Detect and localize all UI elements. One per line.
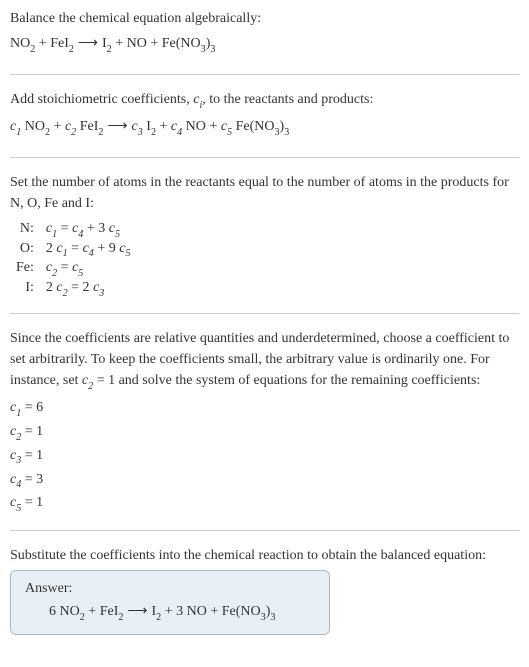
table-row: I: 2 c2 = 2 c3 bbox=[10, 279, 137, 299]
plus: + bbox=[85, 604, 100, 619]
species-feno33: Fe(NO3)3 bbox=[236, 119, 290, 134]
atom-eq-o: 2 c1 = c4 + 9 c5 bbox=[40, 240, 137, 260]
species-i2: I2 bbox=[146, 119, 156, 134]
coef-value: c1 = 6 bbox=[10, 397, 519, 420]
section-problem: Balance the chemical equation algebraica… bbox=[10, 8, 519, 75]
species-no: NO bbox=[127, 36, 147, 51]
plus: + bbox=[147, 36, 162, 51]
coef-c4: c4 bbox=[171, 119, 182, 134]
atom-eq-i: 2 c2 = 2 c3 bbox=[40, 279, 137, 299]
plus: + bbox=[112, 36, 127, 51]
species-feno33: Fe(NO3)3 bbox=[222, 604, 276, 619]
table-row: O: 2 c1 = c4 + 9 c5 bbox=[10, 240, 137, 260]
species-fei2: FeI2 bbox=[100, 604, 124, 619]
coef-symbol: ci bbox=[193, 92, 202, 107]
species-i2: I2 bbox=[102, 36, 112, 51]
species-fei2: FeI2 bbox=[80, 119, 104, 134]
species-no: NO bbox=[186, 119, 206, 134]
plus: + bbox=[35, 36, 50, 51]
table-row: Fe: c2 = c5 bbox=[10, 259, 137, 279]
coef-c2: c2 bbox=[82, 373, 93, 388]
atom-eq-fe: c2 = c5 bbox=[40, 259, 137, 279]
species-no2: NO2 bbox=[60, 604, 85, 619]
coef-c2: c2 bbox=[65, 119, 76, 134]
coef-c5: c5 bbox=[221, 119, 232, 134]
species-i2: I2 bbox=[151, 604, 161, 619]
atom-label-i: I: bbox=[10, 279, 40, 299]
plus: + bbox=[207, 604, 222, 619]
coef-value: c4 = 3 bbox=[10, 469, 519, 492]
table-row: N: c1 = c4 + 3 c5 bbox=[10, 220, 137, 240]
stoich-equation: c1 NO2 + c2 FeI2⟶ c3 I2 + c4 NO + c5 Fe(N… bbox=[10, 116, 519, 139]
plus: + bbox=[206, 119, 221, 134]
answer-intro: Substitute the coefficients into the che… bbox=[10, 545, 519, 566]
species-no2: NO2 bbox=[10, 36, 35, 51]
section-atoms: Set the number of atoms in the reactants… bbox=[10, 172, 519, 314]
plus: + bbox=[50, 119, 65, 134]
section-solve: Since the coefficients are relative quan… bbox=[10, 328, 519, 531]
arrow-icon: ⟶ bbox=[127, 603, 147, 620]
arrow-icon: ⟶ bbox=[78, 33, 98, 54]
problem-equation: NO2 + FeI2 ⟶ I2 + NO + Fe(NO3)3 bbox=[10, 33, 519, 56]
plus: + 3 bbox=[161, 604, 186, 619]
section-stoich: Add stoichiometric coefficients, ci, to … bbox=[10, 89, 519, 158]
answer-box: Answer: 6 NO2 + FeI2⟶I2 + 3 NO + Fe(NO3)… bbox=[10, 570, 330, 635]
coef-list: c1 = 6 c2 = 1 c3 = 1 c4 = 3 c5 = 1 bbox=[10, 397, 519, 516]
coef-value: c3 = 1 bbox=[10, 445, 519, 468]
problem-intro: Balance the chemical equation algebraica… bbox=[10, 8, 519, 29]
atoms-intro: Set the number of atoms in the reactants… bbox=[10, 172, 519, 214]
solve-intro: Since the coefficients are relative quan… bbox=[10, 328, 519, 393]
atom-eq-n: c1 = c4 + 3 c5 bbox=[40, 220, 137, 240]
species-fei2: FeI2 bbox=[50, 36, 74, 51]
atom-label-fe: Fe: bbox=[10, 259, 40, 279]
coef-value: c2 = 1 bbox=[10, 421, 519, 444]
species-no2: NO2 bbox=[25, 119, 50, 134]
answer-equation: 6 NO2 + FeI2⟶I2 + 3 NO + Fe(NO3)3 bbox=[25, 603, 315, 622]
arrow-icon: ⟶ bbox=[107, 116, 127, 137]
atom-label-n: N: bbox=[10, 220, 40, 240]
stoich-intro: Add stoichiometric coefficients, ci, to … bbox=[10, 89, 519, 112]
section-answer: Substitute the coefficients into the che… bbox=[10, 545, 519, 649]
answer-label: Answer: bbox=[25, 581, 315, 597]
coef-c3: c3 bbox=[132, 119, 143, 134]
atom-label-o: O: bbox=[10, 240, 40, 260]
coef-c1: c1 bbox=[10, 119, 21, 134]
plus: + bbox=[156, 119, 171, 134]
coef-value: c5 = 1 bbox=[10, 492, 519, 515]
species-no: NO bbox=[187, 604, 207, 619]
species-feno33: Fe(NO3)3 bbox=[162, 36, 216, 51]
atoms-table: N: c1 = c4 + 3 c5 O: 2 c1 = c4 + 9 c5 Fe… bbox=[10, 220, 137, 299]
